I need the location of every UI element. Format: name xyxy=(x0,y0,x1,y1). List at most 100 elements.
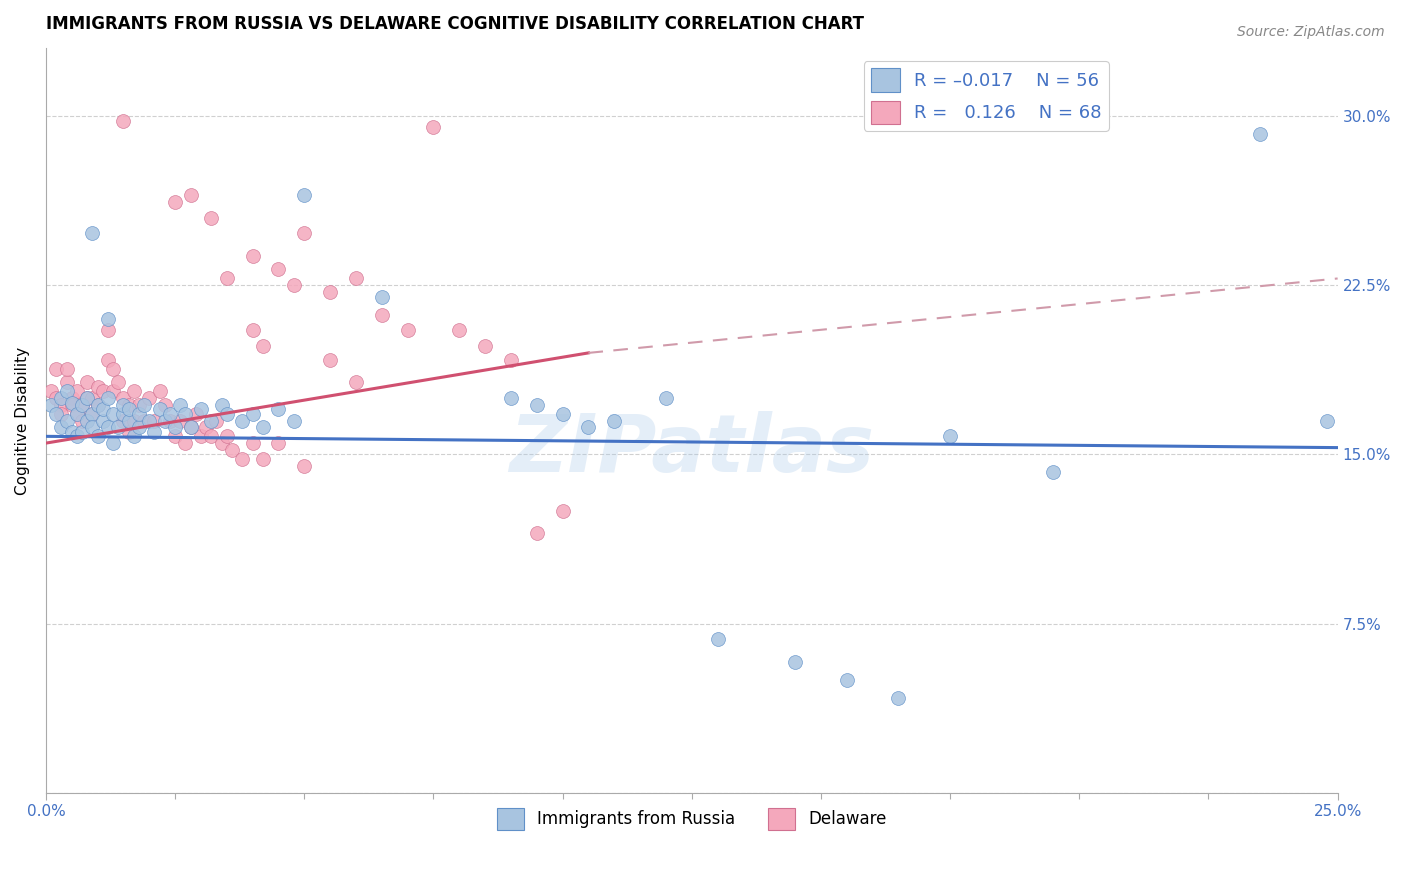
Point xyxy=(169,398,191,412)
Point xyxy=(292,227,315,241)
Point xyxy=(66,429,89,443)
Point xyxy=(82,227,104,241)
Point xyxy=(97,420,120,434)
Point xyxy=(138,413,160,427)
Point xyxy=(101,384,124,399)
Point xyxy=(231,451,253,466)
Point xyxy=(45,391,67,405)
Point xyxy=(97,312,120,326)
Point xyxy=(174,407,197,421)
Point xyxy=(39,398,62,412)
Text: Source: ZipAtlas.com: Source: ZipAtlas.com xyxy=(1237,25,1385,39)
Point xyxy=(267,436,290,450)
Point xyxy=(117,425,139,439)
Point xyxy=(76,391,98,405)
Point xyxy=(422,120,444,135)
Point xyxy=(112,413,135,427)
Point xyxy=(231,413,253,427)
Text: IMMIGRANTS FROM RUSSIA VS DELAWARE COGNITIVE DISABILITY CORRELATION CHART: IMMIGRANTS FROM RUSSIA VS DELAWARE COGNI… xyxy=(46,15,863,33)
Point xyxy=(82,391,104,405)
Point xyxy=(200,429,222,443)
Point xyxy=(165,420,187,434)
Point xyxy=(45,407,67,421)
Point xyxy=(82,407,104,421)
Point xyxy=(60,391,83,405)
Point xyxy=(242,407,264,421)
Text: ZIPatlas: ZIPatlas xyxy=(509,411,875,490)
Point xyxy=(76,375,98,389)
Point xyxy=(86,429,108,443)
Point xyxy=(1042,466,1064,480)
Point xyxy=(55,413,77,427)
Point xyxy=(165,429,187,443)
Point xyxy=(159,407,181,421)
Point xyxy=(91,384,114,399)
Point xyxy=(55,384,77,399)
Point xyxy=(86,398,108,412)
Point xyxy=(449,323,471,337)
Point xyxy=(70,398,93,412)
Point xyxy=(344,375,367,389)
Point xyxy=(499,352,522,367)
Point xyxy=(835,673,858,687)
Point xyxy=(215,271,238,285)
Point xyxy=(184,407,207,421)
Point xyxy=(45,361,67,376)
Point xyxy=(51,420,73,434)
Point xyxy=(180,420,202,434)
Point xyxy=(97,323,120,337)
Point xyxy=(887,690,910,705)
Point xyxy=(70,425,93,439)
Point xyxy=(128,407,150,421)
Point xyxy=(267,262,290,277)
Point xyxy=(283,413,305,427)
Point xyxy=(82,407,104,421)
Point xyxy=(1249,127,1271,141)
Point xyxy=(122,384,145,399)
Point xyxy=(706,632,728,647)
Point xyxy=(55,361,77,376)
Point xyxy=(205,413,228,427)
Point xyxy=(283,278,305,293)
Y-axis label: Cognitive Disability: Cognitive Disability xyxy=(15,346,30,494)
Point xyxy=(526,398,548,412)
Point xyxy=(396,323,419,337)
Point xyxy=(86,398,108,412)
Point xyxy=(292,458,315,473)
Point xyxy=(134,413,156,427)
Point xyxy=(344,271,367,285)
Point xyxy=(143,425,166,439)
Point xyxy=(112,407,135,421)
Point xyxy=(526,526,548,541)
Point xyxy=(292,188,315,202)
Point xyxy=(551,504,574,518)
Point xyxy=(578,420,600,434)
Point xyxy=(82,420,104,434)
Point xyxy=(211,398,233,412)
Point xyxy=(117,402,139,417)
Point xyxy=(39,384,62,399)
Point xyxy=(252,451,274,466)
Point xyxy=(97,352,120,367)
Point xyxy=(149,402,172,417)
Point xyxy=(122,429,145,443)
Point xyxy=(551,407,574,421)
Point xyxy=(215,407,238,421)
Point xyxy=(76,413,98,427)
Point xyxy=(319,352,342,367)
Point xyxy=(190,429,212,443)
Point xyxy=(138,391,160,405)
Point xyxy=(149,384,172,399)
Point xyxy=(153,398,176,412)
Point xyxy=(134,398,156,412)
Point xyxy=(70,413,93,427)
Point xyxy=(51,407,73,421)
Point xyxy=(97,391,120,405)
Point xyxy=(371,308,394,322)
Point xyxy=(112,391,135,405)
Point xyxy=(169,413,191,427)
Legend: Immigrants from Russia, Delaware: Immigrants from Russia, Delaware xyxy=(491,802,893,837)
Point xyxy=(107,420,129,434)
Point xyxy=(153,413,176,427)
Point xyxy=(101,407,124,421)
